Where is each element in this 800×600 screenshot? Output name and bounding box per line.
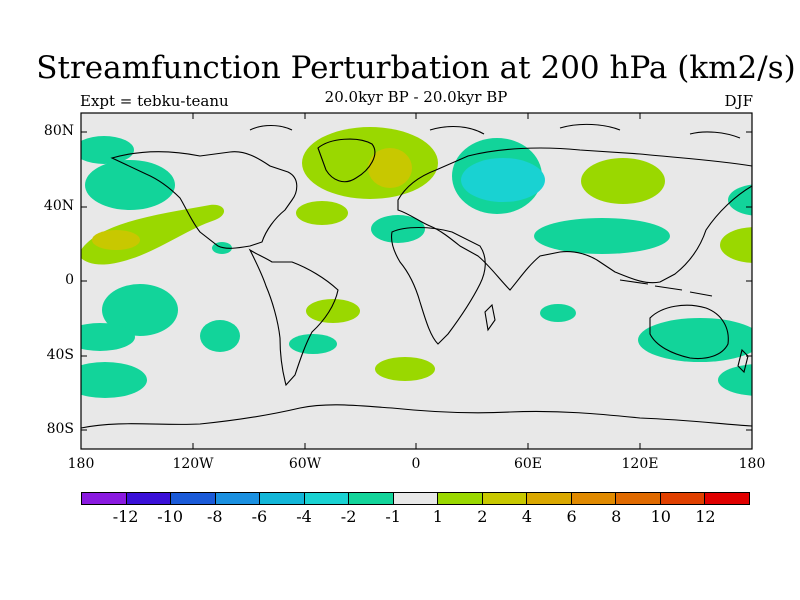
- colorbar-box: [527, 493, 572, 504]
- contour-pos-w-pacific: [720, 227, 752, 263]
- lon-label-120e: 120E: [621, 456, 659, 472]
- contour-neg-australia: [638, 318, 752, 362]
- contour-neg-siberia-core: [461, 158, 545, 202]
- contour-neg-asia: [534, 218, 670, 254]
- contour-pos-east-asia: [581, 158, 665, 204]
- colorbar-label: 8: [611, 507, 622, 526]
- lat-label-40n: 40N: [43, 198, 74, 214]
- colorbar-label: -4: [296, 507, 312, 526]
- contour-neg-pacific-s: [81, 323, 135, 351]
- colorbar-label: 12: [695, 507, 716, 526]
- colorbar-box: [438, 493, 483, 504]
- colorbar-box: [616, 493, 661, 504]
- experiment-label: Expt = tebku-teanu: [80, 92, 229, 110]
- contour-pos-pacific-core: [92, 230, 140, 250]
- lon-label-120w: 120W: [172, 456, 214, 472]
- contour-pos-atlantic-core: [368, 148, 412, 188]
- colorbar-box: [393, 493, 439, 504]
- contour-pos-s-ocean: [375, 357, 435, 381]
- colorbar-box: [571, 493, 617, 504]
- colorbar-label: 6: [566, 507, 577, 526]
- colorbar-box: [660, 493, 706, 504]
- period-label: 20.0kyr BP - 20.0kyr BP: [324, 88, 508, 106]
- colorbar-box: [349, 493, 394, 504]
- colorbar-label: -10: [157, 507, 184, 526]
- lat-label-0: 0: [65, 272, 74, 288]
- lon-label-60e: 60E: [513, 456, 543, 472]
- colorbar-box: [304, 493, 350, 504]
- contour-neg-s-ocean: [718, 364, 752, 396]
- chart-title: Streamfunction Perturbation at 200 hPa (…: [36, 50, 796, 86]
- colorbar-label: -1: [385, 507, 401, 526]
- lat-label-80s: 80S: [46, 421, 74, 437]
- colorbar-label: -6: [251, 507, 268, 526]
- colorbar-label: -12: [112, 507, 139, 526]
- contour-neg-n-pacific-w: [728, 184, 752, 216]
- contour-neg-indian: [540, 304, 576, 322]
- colorbar-label: 1: [432, 507, 443, 526]
- contour-pos-atlantic-n: [296, 201, 348, 225]
- lat-ticks: [81, 131, 752, 431]
- contour-neg-tropical-pacific: [102, 284, 178, 336]
- contour-neg-s-pacific-far: [81, 362, 147, 398]
- season-label: DJF: [724, 92, 753, 110]
- contour-neg-se-pacific: [200, 320, 240, 352]
- colorbar-label: -8: [207, 507, 223, 526]
- contour-pos-s-atlantic: [306, 299, 360, 323]
- colorbar-box: [171, 493, 216, 504]
- contour-neg-s-america: [289, 334, 337, 354]
- lat-label-40s: 40S: [46, 347, 74, 363]
- lat-label-80n: 80N: [43, 123, 74, 139]
- colorbar-box: [82, 493, 127, 504]
- colorbar-box: [482, 493, 528, 504]
- colorbar-label: 2: [477, 507, 488, 526]
- lon-label-60w: 60W: [288, 456, 322, 472]
- colorbar-box: [705, 493, 749, 504]
- colorbar-label: 10: [650, 507, 671, 526]
- contour-fill: [81, 123, 752, 429]
- coastlines: [81, 123, 752, 429]
- lon-label-0: 0: [411, 456, 421, 472]
- colorbar: [81, 492, 750, 505]
- contour-neg-n-africa: [371, 215, 425, 243]
- colorbar-box: [215, 493, 261, 504]
- colorbar-box: [126, 493, 172, 504]
- lon-label-180e: 180: [738, 456, 766, 472]
- contour-neg-pacific-n: [81, 136, 134, 164]
- colorbar-box: [260, 493, 305, 504]
- lon-ticks: [192, 113, 641, 449]
- colorbar-label: 4: [521, 507, 533, 526]
- contour-neg-pacific-ne: [85, 160, 175, 210]
- lon-label-180w: 180: [67, 456, 95, 472]
- colorbar-label: -2: [340, 507, 357, 526]
